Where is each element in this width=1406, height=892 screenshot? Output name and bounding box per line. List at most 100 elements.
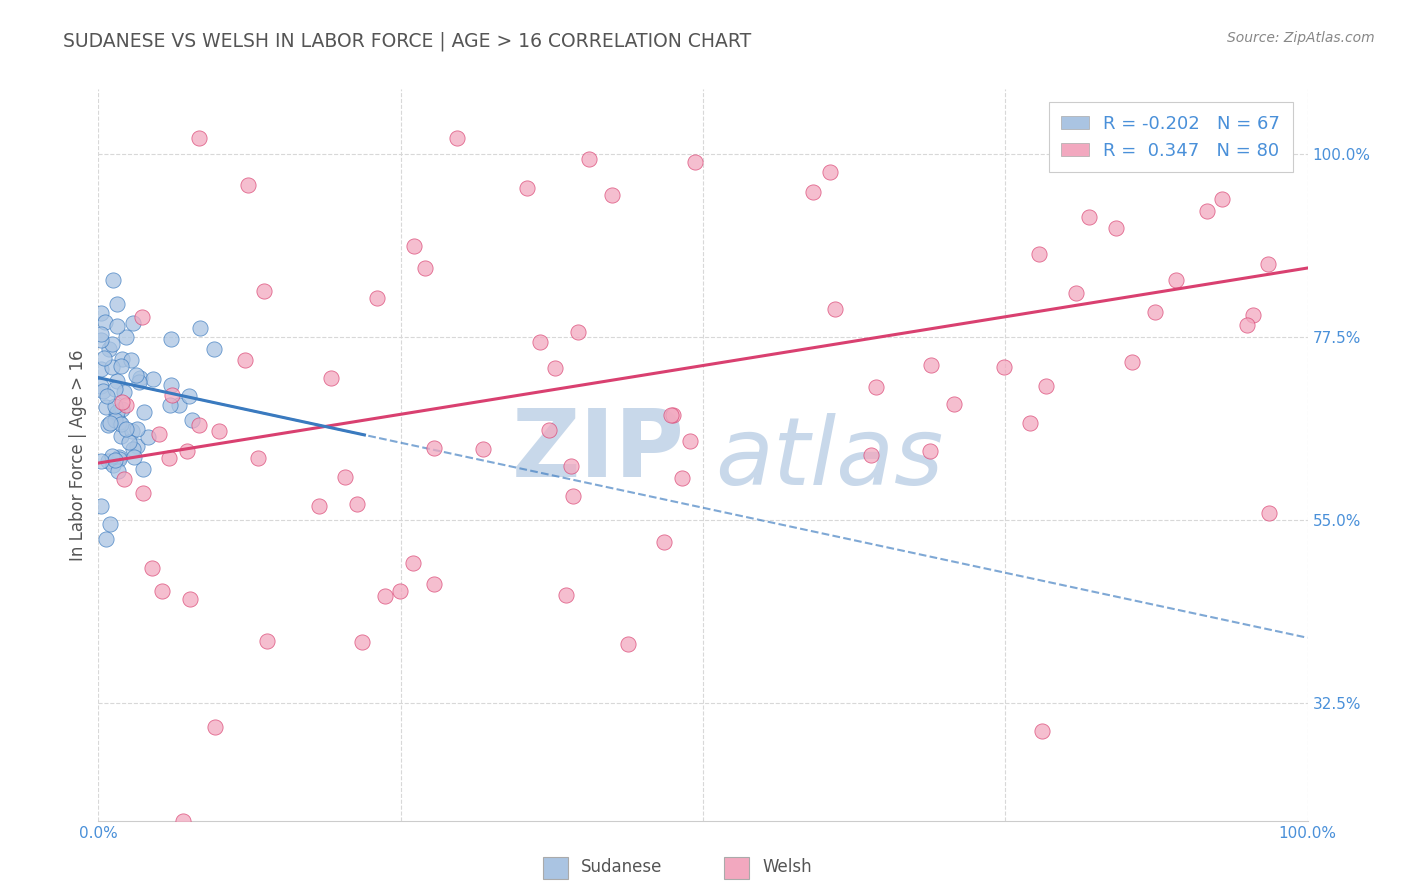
Point xyxy=(124,450,146,464)
Point xyxy=(529,334,551,349)
Point xyxy=(90,334,112,348)
Point xyxy=(413,261,436,276)
Point xyxy=(134,405,156,419)
Point xyxy=(105,297,128,311)
Point xyxy=(108,450,131,465)
Point xyxy=(1143,305,1166,319)
Point xyxy=(94,315,117,329)
Point xyxy=(256,634,278,648)
Point xyxy=(235,353,257,368)
Point xyxy=(121,424,143,438)
Point xyxy=(333,470,356,484)
Point xyxy=(188,320,211,334)
Point xyxy=(204,721,226,735)
Point xyxy=(679,434,702,448)
Point xyxy=(389,583,412,598)
Point xyxy=(247,451,270,466)
Point xyxy=(127,439,149,453)
Point xyxy=(129,371,152,385)
Point xyxy=(160,332,183,346)
Point xyxy=(617,637,640,651)
Point xyxy=(683,155,706,169)
Point xyxy=(115,398,138,412)
Point xyxy=(1185,131,1208,145)
Point xyxy=(1195,204,1218,219)
Point xyxy=(818,165,841,179)
Point xyxy=(90,454,112,468)
Point xyxy=(112,385,135,400)
Point xyxy=(111,351,134,366)
Point xyxy=(101,450,124,464)
Point xyxy=(111,395,134,409)
Point xyxy=(105,404,128,418)
Text: Source: ZipAtlas.com: Source: ZipAtlas.com xyxy=(1227,31,1375,45)
Point xyxy=(101,337,124,351)
Point xyxy=(101,458,124,472)
Point xyxy=(108,451,131,466)
Point xyxy=(104,407,127,421)
Point xyxy=(321,371,343,385)
Point xyxy=(101,273,124,287)
Point xyxy=(659,409,682,423)
Y-axis label: In Labor Force | Age > 16: In Labor Force | Age > 16 xyxy=(69,349,87,561)
Point xyxy=(202,342,225,356)
Point xyxy=(152,583,174,598)
Point xyxy=(654,535,676,549)
Text: atlas: atlas xyxy=(716,413,943,504)
Point xyxy=(107,374,129,388)
Point xyxy=(865,380,887,394)
Point xyxy=(516,181,538,195)
Point xyxy=(157,450,180,465)
Point xyxy=(402,239,425,253)
Point xyxy=(446,131,468,145)
Point xyxy=(160,378,183,392)
Point xyxy=(1164,273,1187,287)
Point xyxy=(104,399,127,413)
Point xyxy=(96,389,118,403)
Point xyxy=(148,427,170,442)
Bar xyxy=(724,856,749,879)
Point xyxy=(578,152,600,166)
Point xyxy=(93,351,115,365)
Point xyxy=(169,398,191,412)
Point xyxy=(107,464,129,478)
Point xyxy=(132,485,155,500)
Point xyxy=(121,442,143,456)
Point xyxy=(942,397,965,411)
Point xyxy=(253,284,276,298)
Point xyxy=(105,318,128,333)
Point xyxy=(350,635,373,649)
Point xyxy=(120,352,142,367)
Text: SUDANESE VS WELSH IN LABOR FORCE | AGE > 16 CORRELATION CHART: SUDANESE VS WELSH IN LABOR FORCE | AGE >… xyxy=(63,31,752,51)
Point xyxy=(159,398,181,412)
Text: Welsh: Welsh xyxy=(762,858,811,877)
Point xyxy=(111,401,134,416)
Point xyxy=(98,416,121,430)
Point xyxy=(172,814,194,828)
Point xyxy=(346,496,368,510)
Point xyxy=(94,532,117,546)
Point xyxy=(366,291,388,305)
Point xyxy=(90,378,112,392)
Point xyxy=(423,441,446,455)
Point xyxy=(567,326,589,340)
Bar xyxy=(543,856,568,879)
Point xyxy=(920,444,942,458)
Point xyxy=(472,442,495,457)
Point xyxy=(131,461,153,475)
Point xyxy=(112,471,135,485)
Point xyxy=(561,489,583,503)
Point xyxy=(122,316,145,330)
Point xyxy=(104,413,127,427)
Point xyxy=(110,429,132,443)
Point xyxy=(176,443,198,458)
Point xyxy=(125,368,148,382)
Legend: R = -0.202   N = 67, R =  0.347   N = 80: R = -0.202 N = 67, R = 0.347 N = 80 xyxy=(1049,102,1292,172)
Point xyxy=(671,471,693,485)
Point xyxy=(128,375,150,389)
Point xyxy=(97,418,120,433)
Text: ZIP: ZIP xyxy=(512,405,685,497)
Point xyxy=(920,358,942,372)
Point xyxy=(1018,417,1040,431)
Point xyxy=(103,452,125,467)
